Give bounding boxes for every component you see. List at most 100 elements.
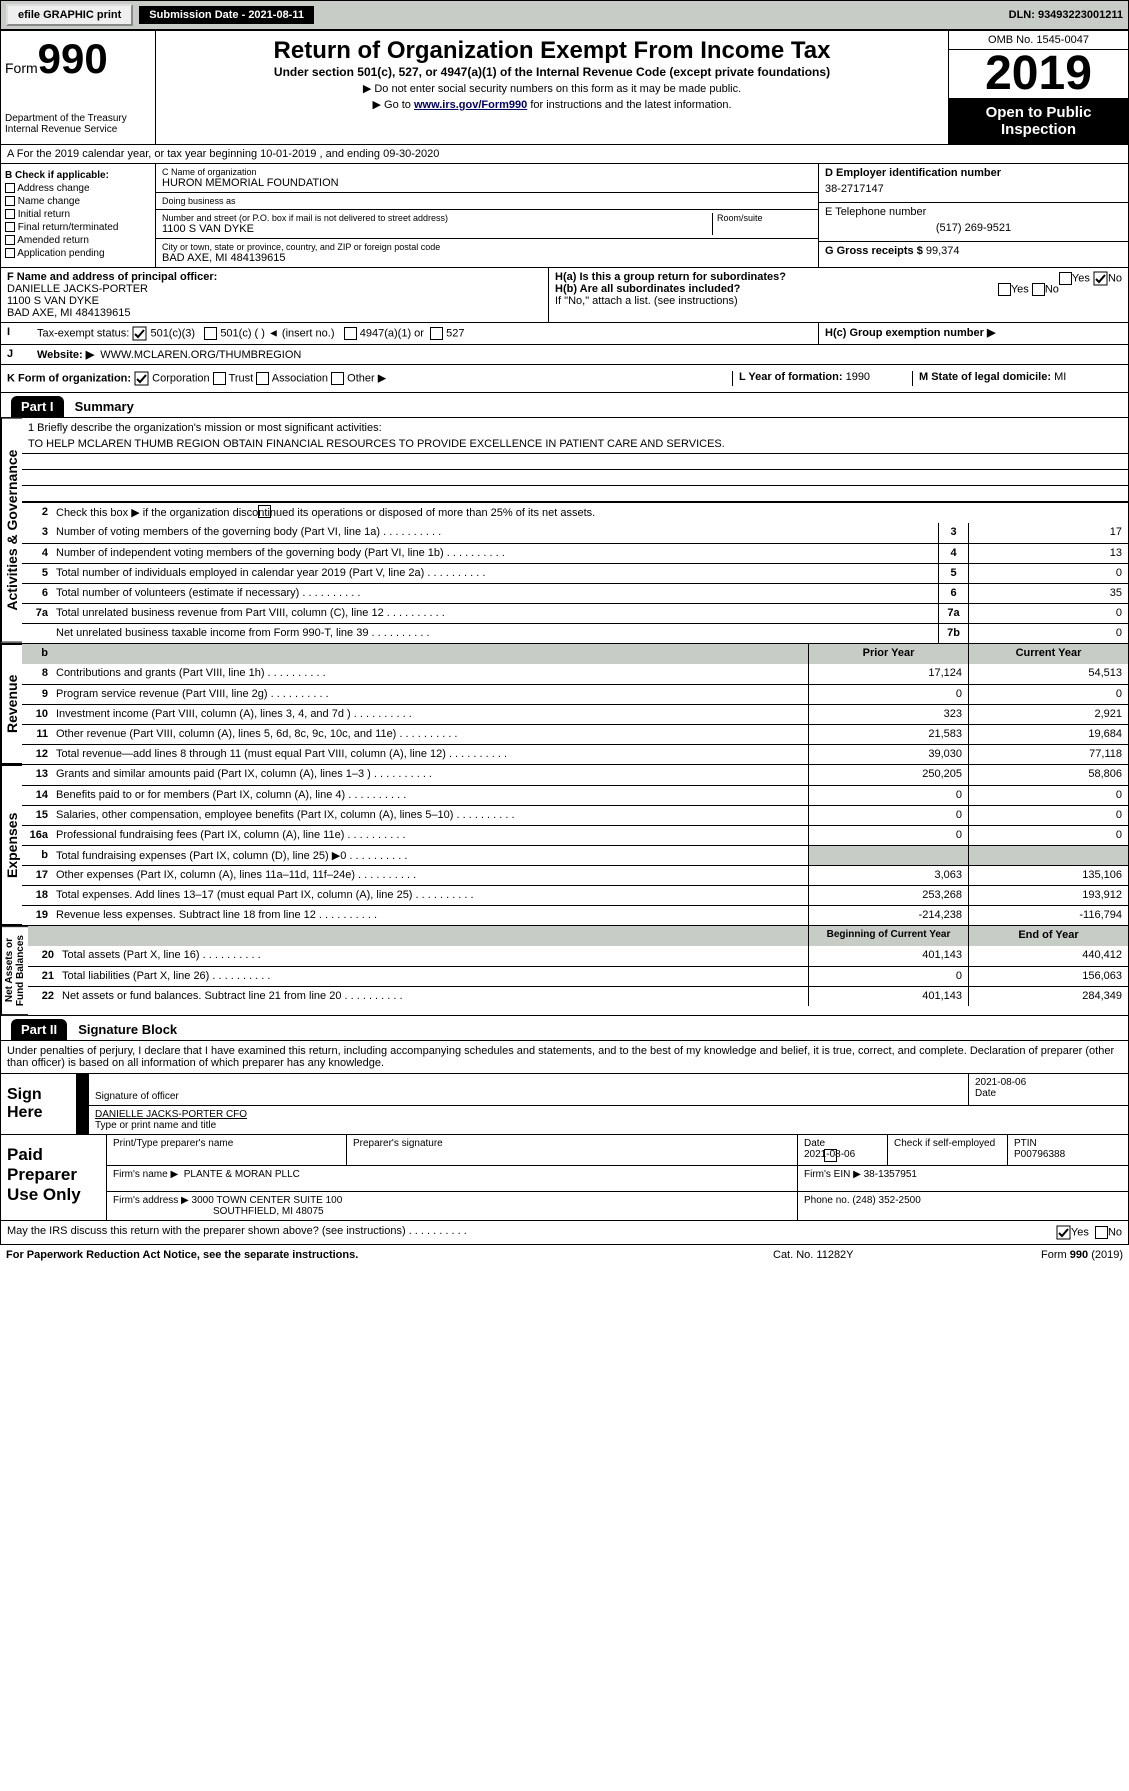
section-b-checkboxes: B Check if applicable: Address change Na… [1,164,156,267]
chk-self-employed[interactable] [824,1149,837,1162]
form-label: Form [5,60,38,76]
line-desc: Other expenses (Part IX, column (A), lin… [52,866,808,885]
current-year-value: 440,412 [968,946,1128,966]
prep-date: 2021-08-06 [804,1149,881,1160]
chk-final-return[interactable] [5,222,15,232]
officer-city: BAD AXE, MI 484139615 [7,307,542,319]
efile-print-button[interactable]: efile GRAPHIC print [6,4,133,26]
vtab-revenue: Revenue [1,644,22,764]
part-1-header: Part I Summary [0,393,1129,418]
part1-tag: Part I [11,396,64,417]
vtab-expenses: Expenses [1,765,22,925]
discuss-yes[interactable] [1056,1225,1071,1240]
current-year-value: 0 [968,685,1128,704]
line-num [22,624,52,643]
line-num: 7a [22,604,52,623]
section-j: J Website: ▶ WWW.MCLAREN.ORG/THUMBREGION [0,345,1129,365]
chk-amended[interactable] [5,235,15,245]
officer-name: DANIELLE JACKS-PORTER [7,283,542,295]
chk-initial-return[interactable] [5,209,15,219]
section-klm: K Form of organization: Corporation Trus… [0,365,1129,393]
firm-ein-label: Firm's EIN ▶ [804,1169,861,1180]
chk-name-change[interactable] [5,196,15,206]
k-label: K Form of organization: [7,372,131,384]
chk-527[interactable] [430,327,443,340]
line-box: 6 [938,584,968,603]
chk-501c[interactable] [204,327,217,340]
line-value: 17 [968,523,1128,543]
chk-trust[interactable] [213,372,226,385]
discuss-label: May the IRS discuss this return with the… [7,1225,467,1237]
line-2: Check this box ▶ if the organization dis… [56,507,595,519]
hb-yes[interactable] [998,283,1011,296]
chk-app-pending[interactable] [5,248,15,258]
current-year-value: 2,921 [968,705,1128,724]
chk-discontinued[interactable] [258,505,271,518]
dba-label: Doing business as [162,196,812,206]
line-num: 5 [22,564,52,583]
current-year-value: -116,794 [968,906,1128,925]
discuss-no[interactable] [1095,1226,1108,1239]
prior-year-value: 401,143 [808,987,968,1006]
line-num: 15 [22,806,52,825]
officer-name-title: DANIELLE JACKS-PORTER CFO [95,1109,1122,1120]
current-year-value: 77,118 [968,745,1128,764]
sig-officer-label: Signature of officer [95,1091,179,1102]
current-year-value: 156,063 [968,967,1128,986]
chk-501c3[interactable] [132,326,147,341]
line-num: 17 [22,866,52,885]
prior-year-value: 323 [808,705,968,724]
line-desc: Revenue less expenses. Subtract line 18 … [52,906,808,925]
line-desc: Net unrelated business taxable income fr… [52,624,938,643]
prior-year-value: 21,583 [808,725,968,744]
ptin-label: PTIN [1014,1138,1122,1149]
current-year-value: 19,684 [968,725,1128,744]
prior-year-value: 0 [808,685,968,704]
vtab-net-assets: Net Assets or Fund Balances [1,926,28,1015]
officer-addr: 1100 S VAN DYKE [7,295,542,307]
line-desc: Number of independent voting members of … [52,544,938,563]
preparer-name-label: Print/Type preparer's name [107,1135,347,1165]
line-desc: Salaries, other compensation, employee b… [52,806,808,825]
chk-other[interactable] [331,372,344,385]
revenue-section: Revenue bPrior YearCurrent Year 8Contrib… [0,644,1129,765]
ha-no[interactable] [1093,271,1108,286]
firm-addr2: SOUTHFIELD, MI 48075 [113,1206,791,1217]
line-desc: Benefits paid to or for members (Part IX… [52,786,808,805]
prior-year-value: 39,030 [808,745,968,764]
firm-ein: 38-1357951 [864,1169,917,1180]
line-box: 3 [938,523,968,543]
line-num: 9 [22,685,52,704]
part-2-header: Part II Signature Block [0,1016,1129,1041]
prior-year-value: -214,238 [808,906,968,925]
l-label: L Year of formation: [739,371,843,383]
ha-yes[interactable] [1059,272,1072,285]
chk-4947[interactable] [344,327,357,340]
line-num: 4 [22,544,52,563]
footer: For Paperwork Reduction Act Notice, see … [0,1245,1129,1265]
activities-governance-section: Activities & Governance 1 Briefly descri… [0,418,1129,644]
m-label: M State of legal domicile: [919,371,1051,383]
paperwork-notice: For Paperwork Reduction Act Notice, see … [6,1249,773,1261]
chk-assoc[interactable] [256,372,269,385]
website: WWW.MCLAREN.ORG/THUMBREGION [100,349,301,361]
line-box: 7a [938,604,968,623]
top-bar: efile GRAPHIC print Submission Date - 20… [0,0,1129,30]
hb-no[interactable] [1032,283,1045,296]
line-desc: Professional fundraising fees (Part IX, … [52,826,808,845]
chk-address-change[interactable] [5,183,15,193]
org-name: HURON MEMORIAL FOUNDATION [162,177,812,189]
date-label: Date [975,1088,996,1099]
line-num: 3 [22,523,52,543]
current-year-value: 54,513 [968,664,1128,684]
irs-link[interactable]: www.irs.gov/Form990 [414,99,527,111]
part2-tag: Part II [11,1019,67,1040]
line-num: 20 [28,946,58,966]
line-value: 0 [968,624,1128,643]
line-value: 0 [968,604,1128,623]
arrow-icon [77,1106,89,1134]
chk-corp[interactable] [134,371,149,386]
prior-year-value: 0 [808,826,968,845]
hc-label: H(c) Group exemption number ▶ [825,327,995,339]
self-employed-label: Check if self-employed [894,1138,995,1149]
